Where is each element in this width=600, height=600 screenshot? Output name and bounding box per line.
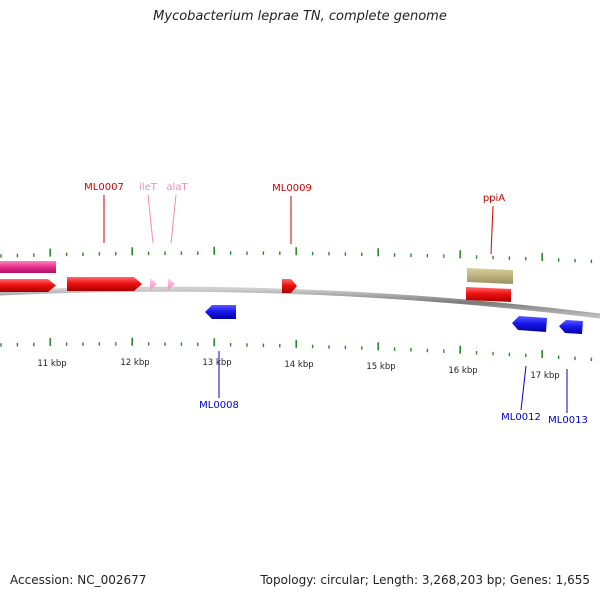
- label-ilet: ileT: [139, 182, 158, 193]
- kbp-label-14: 14 kbp: [284, 360, 313, 370]
- label-ml0007: ML0007: [84, 182, 124, 193]
- bottom-tick-row: [0, 337, 593, 362]
- label-ml0013: ML0013: [548, 415, 588, 426]
- genome-summary-text: Topology: circular; Length: 3,268,203 bp…: [260, 573, 590, 587]
- feature-alat[interactable]: [168, 278, 175, 290]
- kbp-label-12: 12 kbp: [120, 358, 149, 368]
- kbp-label-16: 16 kbp: [448, 366, 477, 376]
- kbp-label-11: 11 kbp: [37, 359, 66, 369]
- map-title: Mycobacterium leprae TN, complete genome: [153, 9, 447, 24]
- feature-forward-cds-1[interactable]: [0, 279, 56, 292]
- feature-ml0007[interactable]: [67, 277, 142, 291]
- label-alat: alaT: [166, 182, 188, 193]
- accession-text: Accession: NC_002677: [10, 573, 147, 587]
- feature-rrna-pink[interactable]: [0, 261, 56, 273]
- feature-ppia[interactable]: [466, 287, 511, 302]
- feature-ml0012[interactable]: [512, 316, 547, 332]
- feature-ilet[interactable]: [150, 278, 157, 290]
- label-ppia: ppiA: [483, 193, 505, 204]
- label-ml0008: ML0008: [199, 400, 239, 411]
- top-tick-row: [0, 246, 593, 264]
- leader-alat: [170, 194, 177, 244]
- feature-ml0009[interactable]: [282, 279, 297, 293]
- kbp-label-17: 17 kbp: [530, 371, 559, 381]
- leader-ppia: [490, 205, 494, 255]
- feature-other-olive[interactable]: [467, 268, 513, 284]
- label-ml0009: ML0009: [272, 183, 312, 194]
- kbp-label-15: 15 kbp: [366, 362, 395, 372]
- kbp-label-13: 13 kbp: [202, 358, 231, 368]
- label-ml0012: ML0012: [501, 412, 541, 423]
- feature-ml0013[interactable]: [559, 320, 583, 334]
- feature-ml0008[interactable]: [205, 305, 236, 319]
- leader-ilet: [147, 194, 154, 244]
- leader-ml0012: [520, 365, 527, 411]
